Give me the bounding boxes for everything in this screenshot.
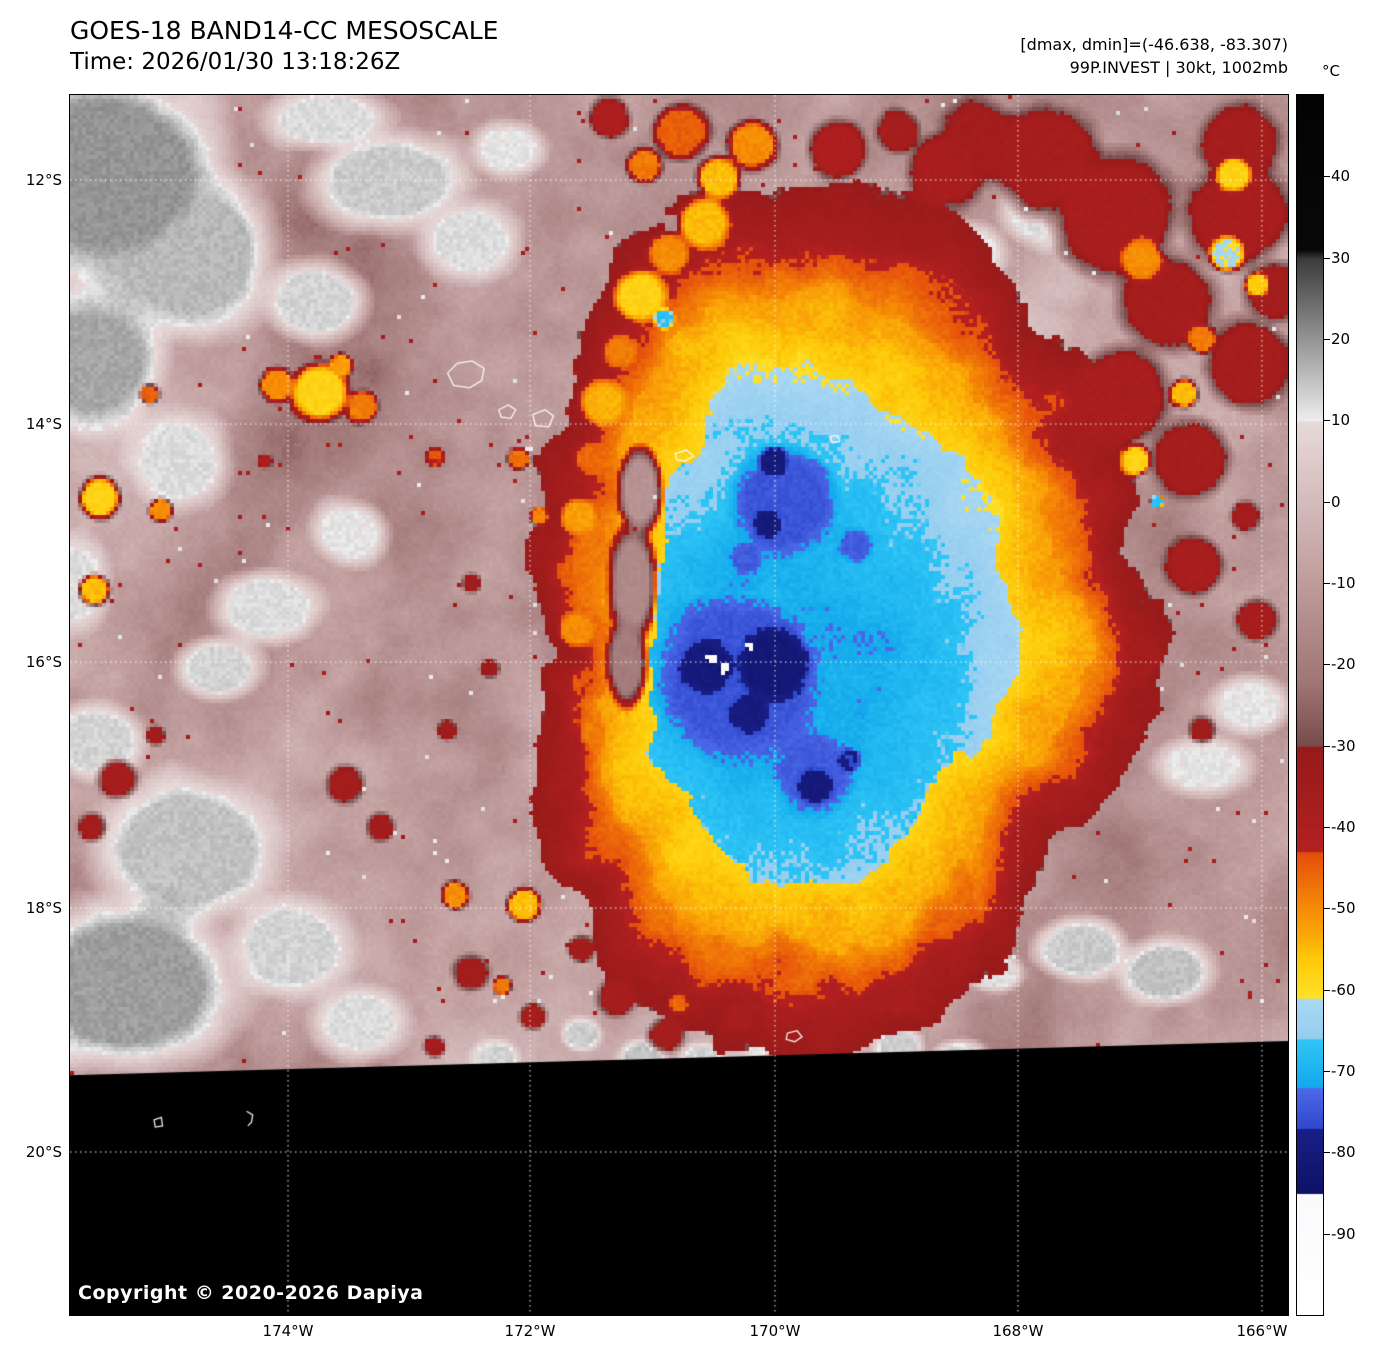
colorbar-tick-label: 20 bbox=[1331, 330, 1351, 348]
lat-axis-label: 20°S bbox=[25, 1143, 62, 1161]
colorbar-tick-mark bbox=[1324, 827, 1330, 828]
lat-axis-label: 12°S bbox=[25, 171, 62, 190]
colorbar-tick-label: -90 bbox=[1331, 1224, 1356, 1243]
copyright-notice: Copyright © 2020-2026 Dapiya bbox=[78, 1282, 424, 1304]
colorbar-tick-label: 40 bbox=[1331, 167, 1351, 186]
lon-axis-label: 170°W bbox=[749, 1322, 801, 1340]
colorbar-tick-mark bbox=[1324, 1233, 1330, 1235]
colorbar-tick-label: -10 bbox=[1331, 574, 1356, 592]
colorbar-tick-label: -40 bbox=[1331, 818, 1356, 836]
colorbar-tick-mark bbox=[1324, 989, 1330, 991]
colorbar-tick-mark bbox=[1324, 664, 1330, 666]
colorbar-tick-mark bbox=[1324, 176, 1330, 178]
colorbar-tick-mark bbox=[1324, 420, 1330, 422]
colorbar-tick-label: 0 bbox=[1331, 492, 1341, 511]
lon-axis-label: 174°W bbox=[262, 1322, 314, 1340]
colorbar-tick-label: -70 bbox=[1331, 1062, 1356, 1080]
lat-axis-label: 16°S bbox=[25, 653, 62, 672]
lon-axis-label: 166°W bbox=[1236, 1322, 1288, 1340]
colorbar-tick-label: 30 bbox=[1331, 248, 1351, 267]
colorbar-tick-label: -20 bbox=[1331, 655, 1356, 674]
colorbar-tick-mark bbox=[1324, 1152, 1330, 1154]
colorbar-tick-mark bbox=[1324, 257, 1330, 259]
storm-info: 99P.INVEST | 30kt, 1002mb bbox=[1069, 58, 1288, 77]
colorbar-tick-label: -50 bbox=[1331, 899, 1356, 918]
header-info: [dmax, dmin]=(-46.638, -83.307) 99P.INVE… bbox=[848, 33, 1288, 79]
colorbar-tick-label: -30 bbox=[1331, 736, 1356, 755]
colorbar-tick-label: -60 bbox=[1331, 980, 1356, 999]
colorbar-tick-mark bbox=[1324, 908, 1330, 910]
lat-axis-label: 18°S bbox=[25, 899, 62, 917]
page-title: GOES-18 BAND14-CC MESOSCALE bbox=[70, 16, 499, 45]
lon-axis-label: 168°W bbox=[992, 1322, 1044, 1340]
colorbar-tick-mark bbox=[1324, 501, 1330, 503]
colorbar-tick-mark bbox=[1324, 1071, 1330, 1072]
colorbar-tick-label: -80 bbox=[1331, 1143, 1356, 1162]
lat-axis-label: 14°S bbox=[25, 415, 62, 434]
satellite-image-canvas bbox=[69, 94, 1289, 1316]
colorbar-tick-mark bbox=[1324, 583, 1330, 584]
colorbar-unit-label: °C bbox=[1322, 62, 1340, 80]
colorbar-tick-mark bbox=[1324, 339, 1330, 340]
dmax-dmin-readout: [dmax, dmin]=(-46.638, -83.307) bbox=[1020, 35, 1288, 54]
colorbar-tick-mark bbox=[1324, 745, 1330, 747]
colorbar-canvas bbox=[1296, 94, 1324, 1316]
colorbar-tick-label: 10 bbox=[1331, 411, 1351, 430]
timestamp: Time: 2026/01/30 13:18:26Z bbox=[70, 49, 401, 75]
lon-axis-label: 172°W bbox=[504, 1322, 556, 1340]
